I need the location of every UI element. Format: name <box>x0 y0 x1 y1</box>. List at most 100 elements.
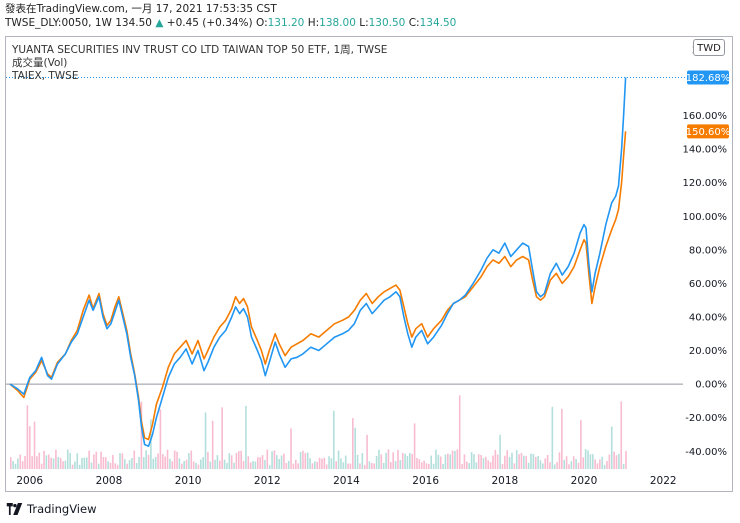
volume-bar <box>406 456 409 469</box>
volume-bar <box>470 452 473 469</box>
volume-bar <box>119 453 121 469</box>
volume-bar <box>437 454 440 469</box>
volume-bar <box>523 455 525 469</box>
volume-bar <box>178 458 181 469</box>
chart-frame[interactable] <box>5 36 733 492</box>
volume-bar <box>209 461 212 469</box>
volume-bar <box>166 449 169 469</box>
volume-bar <box>420 462 423 469</box>
volume-bar <box>216 455 219 469</box>
volume-bar <box>458 395 461 469</box>
legend-volume[interactable]: 成交量(Vol) <box>12 57 68 69</box>
volume-bar <box>183 460 185 469</box>
y-tick-label: -20.00% <box>685 413 727 424</box>
symbol-label: TWSE_DLY:0050, 1W <box>5 17 112 29</box>
volume-bar <box>64 460 67 469</box>
last-value-badges: 182.68% 150.60% <box>686 70 731 139</box>
volume-bar <box>88 450 90 469</box>
volume-bar <box>418 459 421 469</box>
volume-bar <box>352 418 354 469</box>
volume-bar <box>432 463 435 469</box>
volume-bar <box>558 452 561 469</box>
volume-bar <box>570 461 573 469</box>
volume-bar <box>487 460 490 469</box>
volume-bar <box>416 457 418 469</box>
volume-bar <box>38 452 41 469</box>
legend-taiex[interactable]: TAIEX, TWSE <box>12 70 79 82</box>
volume-bar <box>173 450 176 469</box>
volume-bar <box>603 464 606 469</box>
volume-bar <box>157 453 159 469</box>
volume-bar <box>442 463 444 469</box>
volume-bar <box>527 462 530 469</box>
volume-bar <box>266 449 269 469</box>
volume-bar <box>285 463 288 469</box>
volume-bar <box>577 462 580 469</box>
x-tick-label: 2016 <box>412 475 439 487</box>
y-tick-label: -40.00% <box>685 447 727 458</box>
volume-bar <box>380 454 383 469</box>
volume-bar <box>93 454 95 469</box>
volume-bar <box>31 456 33 469</box>
volume-bar <box>366 434 368 469</box>
volume-bar <box>591 454 594 469</box>
volume-bar <box>539 460 542 469</box>
volume-bar <box>171 461 174 469</box>
volume-bar <box>161 454 164 469</box>
volume-bar <box>107 461 109 469</box>
volume-bar <box>385 452 387 469</box>
volume-bar <box>180 463 183 469</box>
volume-bar <box>613 451 615 469</box>
volume-bar <box>316 461 318 469</box>
volume-bar <box>606 461 608 469</box>
x-tick-label: 2018 <box>491 475 518 487</box>
volume-bar <box>69 453 71 469</box>
y-tick-label: 140.00% <box>683 145 728 156</box>
volume-bar <box>546 455 549 469</box>
volume-bar <box>561 408 563 469</box>
volume-bar <box>572 456 575 469</box>
volume-bar <box>311 463 314 469</box>
volume-bar <box>230 455 233 469</box>
volume-bar <box>587 450 589 469</box>
open-value: 131.20 <box>267 17 305 29</box>
y-tick-label: 40.00% <box>689 312 727 323</box>
volume-bar <box>622 463 625 469</box>
volume-bar <box>24 456 26 469</box>
volume-bar <box>121 453 124 469</box>
volume-bar <box>494 449 497 469</box>
volume-bar <box>304 453 307 469</box>
volume-bar <box>123 459 126 469</box>
series-line-taiex <box>9 131 627 441</box>
volume-bar <box>518 454 520 469</box>
volume-bar <box>413 423 416 469</box>
volume-bar <box>71 464 74 469</box>
volume-bar <box>511 452 513 469</box>
volume-bar <box>297 463 299 469</box>
volume-bar <box>211 420 214 469</box>
volume-bar <box>542 463 544 469</box>
x-tick-label: 2020 <box>571 475 598 487</box>
volume-bar <box>404 453 406 469</box>
y-tick-label: 20.00% <box>689 346 727 357</box>
volume-bar <box>323 457 326 469</box>
volume-bar <box>428 463 430 469</box>
last-value-label-taiex: 150.60% <box>686 127 731 138</box>
volume-bar <box>259 457 261 469</box>
legend-etf[interactable]: YUANTA SECURITIES INV TRUST CO LTD TAIWA… <box>12 44 388 56</box>
volume-bar <box>287 460 290 469</box>
volume-bar <box>109 462 112 469</box>
currency-button[interactable]: TWD <box>693 39 725 56</box>
volume-bar <box>112 455 114 469</box>
footer: TradingView <box>6 499 96 519</box>
volume-bars <box>9 395 627 469</box>
volume-bar <box>252 461 254 469</box>
volume-bar <box>461 464 463 469</box>
volume-bar <box>534 456 537 469</box>
volume-bar <box>264 460 266 469</box>
volume-bar <box>221 407 223 469</box>
volume-bar <box>520 452 523 469</box>
volume-bar <box>43 450 45 469</box>
volume-bar <box>85 457 88 469</box>
